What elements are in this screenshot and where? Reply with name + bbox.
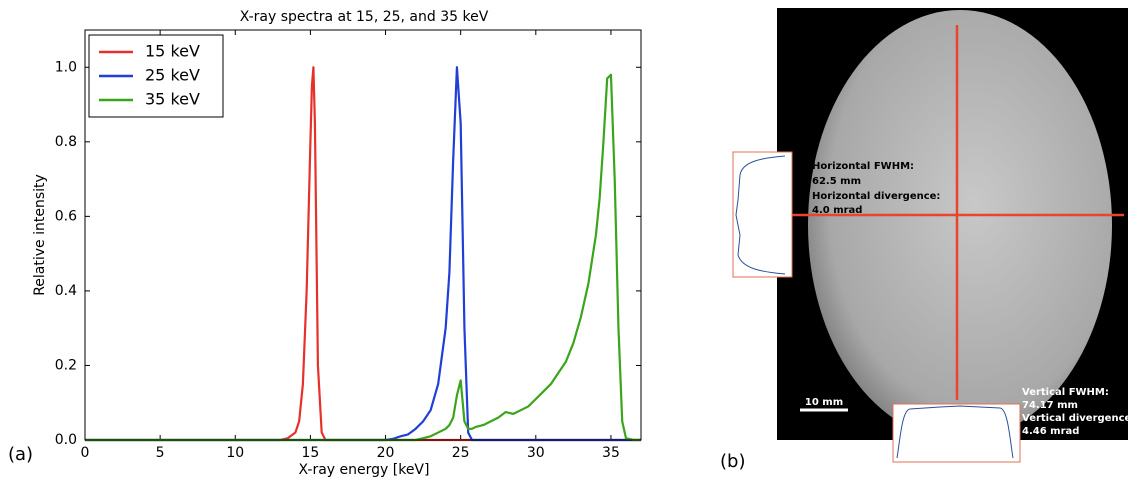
profile-inset (732, 151, 793, 278)
annotation: 4.46 mrad (1022, 426, 1079, 437)
y-axis-label: Relative intensity (32, 174, 48, 296)
profile-curve (896, 405, 1014, 459)
panel-label: (b) (720, 451, 745, 472)
annotation: 74.17 mm (1022, 400, 1078, 411)
legend-label: 15 keV (145, 42, 200, 61)
legend-label: 35 keV (145, 90, 200, 109)
annotation: 4.0 mrad (812, 205, 862, 216)
x-tick-label: 30 (527, 445, 545, 461)
annotation: Vertical divergence: (1022, 413, 1135, 424)
annotation: Horizontal divergence: (812, 191, 940, 202)
chart-title: X-ray spectra at 15, 25, and 35 keV (240, 9, 489, 25)
y-tick-label: 0.4 (55, 283, 77, 299)
beam-image: 10 mm Horizontal FWHM: 62.5 mm Horizonta… (732, 8, 1135, 463)
annotation: 62.5 mm (812, 176, 861, 187)
y-tick-label: 1.0 (55, 59, 77, 75)
legend-label: 25 keV (145, 66, 200, 85)
profile-inset (892, 403, 1021, 463)
x-tick-label: 35 (602, 445, 620, 461)
annotation: Horizontal FWHM: (812, 161, 914, 172)
plot: 0.0 0.2 0.4 0.6 0.8 1.0 0 5 10 15 20 25 30 35 15 keV 25… (55, 29, 642, 461)
x-tick-label: 20 (377, 445, 395, 461)
plot-frame (84, 29, 642, 441)
panel-label: (a) (8, 444, 33, 465)
x-axis-label: X-ray energy [keV] (299, 462, 430, 478)
beam-spot (808, 10, 1112, 440)
profile-curve (735, 155, 786, 275)
y-tick-label: 0.0 (55, 432, 77, 448)
y-tick-label: 0.6 (55, 208, 77, 224)
x-tick-label: 0 (81, 445, 90, 461)
series-line (85, 73, 641, 442)
x-tick-label: 15 (301, 445, 319, 461)
y-tick-label: 0.8 (55, 134, 77, 150)
series-line (85, 66, 641, 442)
scale-label: 10 mm (805, 397, 843, 408)
x-tick-label: 25 (452, 445, 470, 461)
y-tick-label: 0.2 (55, 357, 77, 373)
x-tick-label: 10 (226, 445, 244, 461)
x-tick-label: 5 (156, 445, 165, 461)
annotation: Vertical FWHM: (1022, 387, 1109, 398)
series-line (85, 66, 641, 442)
